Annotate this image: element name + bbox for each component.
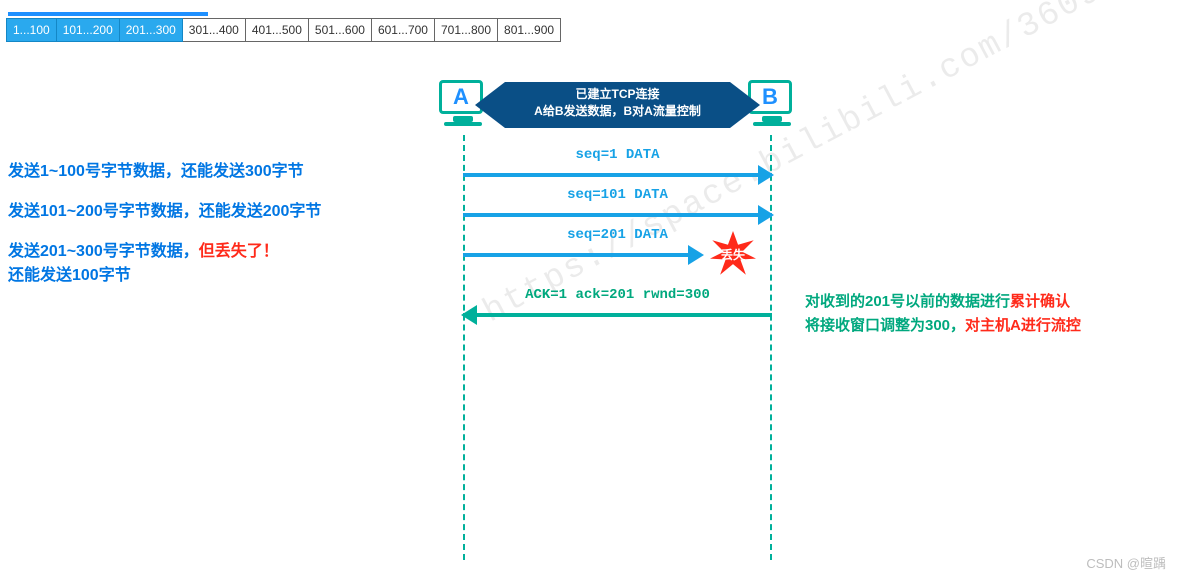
connection-banner: 已建立TCP连接 A给B发送数据，B对A流量控制 <box>487 82 748 128</box>
receiver-caption: 对收到的201号以前的数据进行累计确认 将接收窗口调整为300，对主机A进行流控 <box>805 290 1081 338</box>
buffer-progress <box>8 12 208 16</box>
buffer-cell: 801...900 <box>498 19 561 42</box>
ack-arrow: ACK=1 ack=201 rwnd=300 <box>463 305 772 329</box>
caption-3-lost: 但丢失了！ <box>199 243 279 260</box>
message-label: ACK=1 ack=201 rwnd=300 <box>463 287 772 303</box>
buffer-table: 1...100101...200201...300301...400401...… <box>6 18 561 42</box>
buffer-cell: 1...100 <box>7 19 57 42</box>
data-arrow: seq=1 DATA <box>463 165 772 189</box>
csdn-credit: CSDN @暄踽 <box>1086 553 1166 572</box>
lost-burst-icon: 丢失 <box>710 231 756 277</box>
rcap-1b: 累计确认 <box>1010 293 1070 310</box>
sender-captions: 发送1~100号字节数据，还能发送300字节 发送101~200号字节数据，还能… <box>8 160 321 304</box>
caption-1: 发送1~100号字节数据，还能发送300字节 <box>8 163 304 180</box>
banner-line2: A给B发送数据，B对A流量控制 <box>509 103 726 120</box>
rcap-2b: 对主机A进行流控 <box>965 317 1081 334</box>
buffer-cell: 401...500 <box>245 19 308 42</box>
buffer-cell: 701...800 <box>434 19 497 42</box>
rcap-1a: 对收到的201号以前的数据进行 <box>805 293 1010 310</box>
caption-3a: 发送201~300号字节数据， <box>8 243 199 260</box>
banner-line1: 已建立TCP连接 <box>509 86 726 103</box>
rcap-2a: 将接收窗口调整为300， <box>805 317 965 334</box>
buffer-cell: 101...200 <box>56 19 119 42</box>
message-label: seq=1 DATA <box>463 147 772 163</box>
data-arrow: seq=101 DATA <box>463 205 772 229</box>
byte-buffer: 1...100101...200201...300301...400401...… <box>6 12 561 42</box>
message-label: seq=101 DATA <box>463 187 772 203</box>
caption-2: 发送101~200号字节数据，还能发送200字节 <box>8 203 321 220</box>
buffer-cell: 201...300 <box>119 19 182 42</box>
buffer-cell: 601...700 <box>371 19 434 42</box>
sequence-diagram: A B 已建立TCP连接 A给B发送数据，B对A流量控制 seq=1 DATAs… <box>445 80 790 560</box>
buffer-cell: 501...600 <box>308 19 371 42</box>
buffer-cell: 301...400 <box>182 19 245 42</box>
caption-3b: 还能发送100字节 <box>8 267 131 284</box>
